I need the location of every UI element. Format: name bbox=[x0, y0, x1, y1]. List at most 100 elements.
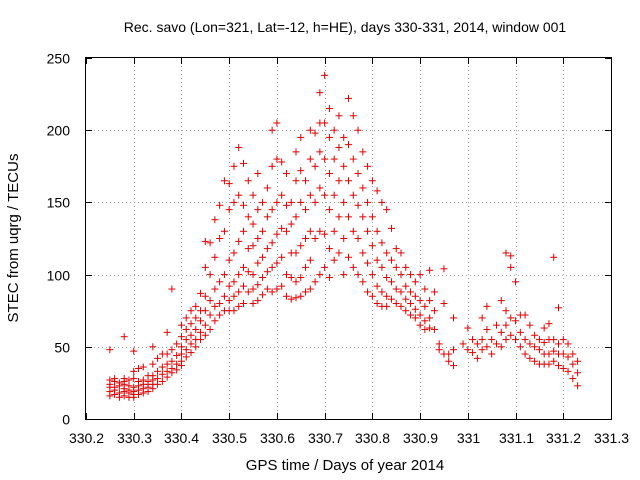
data-point-plus bbox=[197, 328, 205, 336]
data-point-plus bbox=[139, 363, 147, 371]
data-point-plus bbox=[292, 148, 300, 156]
data-point-plus bbox=[263, 213, 271, 221]
data-point-plus bbox=[268, 206, 276, 214]
data-point-plus bbox=[416, 297, 424, 305]
data-point-plus bbox=[397, 302, 405, 310]
y-axis-label: STEC from uqrg / TECUs bbox=[5, 154, 22, 323]
data-point-plus bbox=[244, 268, 252, 276]
data-point-plus bbox=[559, 350, 567, 358]
data-point-plus bbox=[201, 307, 209, 315]
data-point-plus bbox=[240, 201, 247, 209]
data-point-plus bbox=[426, 314, 434, 322]
data-point-plus bbox=[292, 177, 300, 185]
data-point-plus bbox=[483, 343, 491, 351]
data-point-plus bbox=[311, 278, 319, 286]
data-point-plus bbox=[502, 307, 510, 315]
data-point-plus bbox=[526, 354, 534, 362]
data-point-plus bbox=[507, 314, 515, 322]
data-point-plus bbox=[230, 307, 238, 315]
x-tick-label: 331 bbox=[457, 430, 481, 446]
data-point-plus bbox=[211, 216, 219, 224]
data-point-plus bbox=[302, 288, 310, 296]
data-point-plus bbox=[287, 273, 295, 281]
data-point-plus bbox=[497, 343, 505, 351]
data-point-plus bbox=[330, 126, 338, 134]
y-tick-label: 250 bbox=[47, 51, 71, 67]
data-point-plus bbox=[430, 288, 438, 296]
data-point-plus bbox=[450, 362, 457, 370]
data-point-plus bbox=[201, 263, 209, 271]
data-point-plus bbox=[402, 282, 410, 290]
data-point-plus bbox=[282, 292, 290, 300]
data-point-plus bbox=[368, 292, 376, 300]
data-point-plus bbox=[130, 375, 138, 383]
data-point-plus bbox=[163, 360, 171, 368]
data-point-plus bbox=[106, 346, 114, 354]
data-point-plus bbox=[373, 187, 381, 195]
data-point-plus bbox=[220, 271, 228, 279]
data-point-plus bbox=[311, 129, 319, 137]
data-point-plus bbox=[416, 311, 424, 319]
data-point-plus bbox=[115, 393, 123, 401]
data-point-plus bbox=[177, 343, 185, 351]
data-point-plus bbox=[373, 227, 381, 235]
data-point-plus bbox=[182, 314, 190, 322]
data-point-plus bbox=[235, 302, 243, 310]
data-point-plus bbox=[469, 349, 477, 357]
y-tick-labels: 0 50 100 150 200 250 bbox=[47, 51, 71, 428]
chart-title: Rec. savo (Lon=321, Lat=-12, h=HE), days… bbox=[124, 19, 567, 35]
data-point-plus bbox=[512, 336, 520, 344]
data-point-plus bbox=[273, 230, 281, 238]
data-point-plus bbox=[120, 333, 128, 341]
data-point-plus bbox=[450, 314, 457, 322]
data-point-plus bbox=[378, 239, 386, 247]
data-point-plus bbox=[430, 325, 438, 333]
data-point-plus bbox=[235, 271, 243, 279]
data-point-plus bbox=[249, 242, 257, 250]
data-point-plus bbox=[540, 324, 548, 332]
data-point-plus bbox=[216, 201, 224, 209]
data-point-plus bbox=[402, 295, 410, 303]
data-point-plus bbox=[177, 350, 185, 358]
data-point-plus bbox=[340, 162, 348, 170]
data-point-plus bbox=[392, 299, 400, 307]
data-point-plus bbox=[216, 235, 224, 242]
data-point-plus bbox=[120, 392, 128, 400]
data-point-plus bbox=[497, 297, 505, 305]
data-point-plus bbox=[354, 271, 362, 279]
data-point-plus bbox=[359, 148, 367, 156]
data-point-plus bbox=[268, 288, 276, 296]
data-point-plus bbox=[349, 112, 357, 120]
data-point-plus bbox=[135, 364, 142, 372]
data-point-plus bbox=[263, 245, 271, 253]
axis-ticks bbox=[86, 58, 612, 420]
data-point-plus bbox=[335, 213, 343, 221]
data-point-plus bbox=[135, 390, 142, 398]
data-point-plus bbox=[311, 198, 319, 206]
data-point-plus bbox=[368, 271, 376, 279]
x-tick-label: 330.4 bbox=[164, 430, 199, 446]
data-point-plus bbox=[149, 385, 157, 393]
data-point-plus bbox=[349, 155, 357, 163]
data-point-plus bbox=[450, 346, 457, 354]
data-point-plus bbox=[383, 249, 391, 257]
data-point-plus bbox=[473, 354, 481, 362]
data-point-plus bbox=[330, 155, 338, 163]
data-point-plus bbox=[206, 311, 214, 319]
data-point-plus bbox=[359, 184, 367, 192]
data-point-plus bbox=[569, 375, 577, 383]
data-point-plus bbox=[373, 282, 381, 290]
data-point-plus bbox=[240, 227, 247, 235]
x-tick-label: 330.5 bbox=[212, 430, 247, 446]
data-point-plus bbox=[345, 94, 352, 102]
data-point-plus bbox=[421, 317, 429, 325]
data-point-plus bbox=[349, 263, 357, 271]
data-point-plus bbox=[287, 220, 295, 228]
data-point-plus bbox=[240, 299, 247, 307]
data-point-plus bbox=[402, 307, 410, 315]
data-point-plus bbox=[282, 170, 290, 178]
data-point-plus bbox=[306, 227, 314, 235]
x-tick-label: 330.2 bbox=[69, 430, 104, 446]
data-point-plus bbox=[216, 299, 224, 307]
data-point-plus bbox=[502, 321, 510, 329]
